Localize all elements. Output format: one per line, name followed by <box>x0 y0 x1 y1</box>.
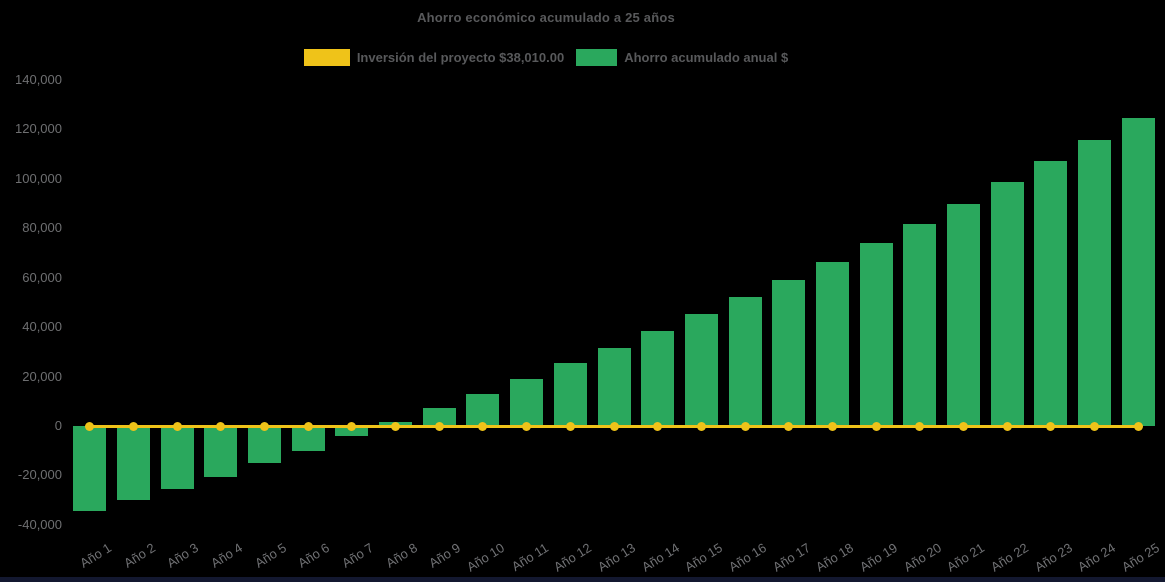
x-axis-label-ano-16: Año 16 <box>726 540 769 575</box>
bar-ano-17[interactable] <box>772 279 806 426</box>
bar-ano-19[interactable] <box>859 243 893 426</box>
y-axis-tick-label: 120,000 <box>15 121 62 137</box>
x-axis-label-ano-18: Año 18 <box>813 540 857 575</box>
x-axis-label-ano-8: Año 8 <box>382 540 420 571</box>
y-axis-tick-label: -40,000 <box>17 516 62 532</box>
bar-ano-23[interactable] <box>1034 161 1068 426</box>
bar-ano-11[interactable] <box>510 378 544 426</box>
bar-ano-9[interactable] <box>422 408 456 426</box>
x-axis-label-ano-6: Año 6 <box>295 540 333 571</box>
investment-point-ano-21[interactable] <box>958 421 968 431</box>
x-axis-label-ano-3: Año 3 <box>164 540 202 571</box>
investment-point-ano-5[interactable] <box>260 421 270 431</box>
bar-ano-16[interactable] <box>728 297 762 426</box>
bar-ano-1[interactable] <box>73 426 107 512</box>
bar-ano-14[interactable] <box>641 331 675 426</box>
bar-ano-3[interactable] <box>160 426 194 489</box>
x-axis-label-ano-1: Año 1 <box>77 540 114 571</box>
investment-point-ano-7[interactable] <box>347 421 357 431</box>
investment-point-ano-9[interactable] <box>434 421 444 431</box>
x-axis-label-ano-24: Año 24 <box>1075 540 1119 575</box>
investment-point-ano-19[interactable] <box>871 421 881 431</box>
investment-point-ano-11[interactable] <box>522 421 532 431</box>
investment-point-ano-4[interactable] <box>216 421 226 431</box>
investment-point-ano-23[interactable] <box>1046 421 1056 431</box>
investment-point-ano-14[interactable] <box>653 421 663 431</box>
bar-ano-12[interactable] <box>553 363 587 426</box>
y-axis-tick-label: 80,000 <box>22 220 62 236</box>
chart-legend: Inversión del proyecto $38,010.00 Ahorro… <box>0 49 1092 66</box>
legend-swatch-investment-icon <box>303 49 350 66</box>
investment-point-ano-18[interactable] <box>827 421 837 431</box>
x-axis-label-ano-14: Año 14 <box>638 540 682 575</box>
investment-point-ano-25[interactable] <box>1133 421 1143 431</box>
x-axis-label-ano-10: Año 10 <box>464 540 507 575</box>
investment-point-ano-17[interactable] <box>784 421 794 431</box>
y-axis-tick-label: 60,000 <box>22 269 62 285</box>
x-axis-label-ano-11: Año 11 <box>508 540 551 575</box>
investment-point-ano-24[interactable] <box>1089 421 1099 431</box>
x-axis-label-ano-23: Año 23 <box>1031 540 1075 575</box>
bar-ano-21[interactable] <box>946 204 980 426</box>
bar-ano-2[interactable] <box>117 426 151 501</box>
x-axis-label-ano-25: Año 25 <box>1119 540 1163 575</box>
legend-item-savings[interactable]: Ahorro acumulado anual $ <box>576 49 788 66</box>
y-axis-tick-label: 100,000 <box>15 170 62 186</box>
x-axis-label-ano-13: Año 13 <box>595 540 638 575</box>
bar-ano-4[interactable] <box>204 426 238 477</box>
legend-swatch-savings-icon <box>576 49 618 66</box>
x-axis-label-ano-22: Año 22 <box>988 540 1032 575</box>
x-axis-label-ano-17: Año 17 <box>769 540 813 575</box>
bar-ano-22[interactable] <box>990 182 1024 426</box>
x-axis-label-ano-20: Año 20 <box>900 540 944 575</box>
x-axis-label-ano-4: Año 4 <box>208 540 245 571</box>
investment-point-ano-12[interactable] <box>565 421 575 431</box>
bar-ano-15[interactable] <box>684 314 718 426</box>
bar-ano-25[interactable] <box>1121 117 1155 426</box>
bar-ano-7[interactable] <box>335 426 369 436</box>
y-axis-tick-label: 0 <box>54 418 62 433</box>
legend-item-investment[interactable]: Inversión del proyecto $38,010.00 <box>303 49 565 66</box>
x-axis-label-ano-9: Año 9 <box>426 540 464 571</box>
bar-ano-18[interactable] <box>815 261 849 426</box>
investment-point-ano-3[interactable] <box>172 421 182 431</box>
investment-point-ano-2[interactable] <box>129 421 139 431</box>
investment-point-ano-22[interactable] <box>1002 421 1012 431</box>
y-axis-tick-label: -20,000 <box>17 467 62 483</box>
investment-point-ano-6[interactable] <box>303 421 313 431</box>
y-axis-tick-label: 40,000 <box>22 319 62 335</box>
x-axis-label-ano-2: Año 2 <box>120 540 158 571</box>
x-axis-label-ano-12: Año 12 <box>551 540 595 575</box>
bar-ano-10[interactable] <box>466 394 500 426</box>
y-axis-tick-label: 20,000 <box>22 368 62 384</box>
investment-point-ano-13[interactable] <box>609 421 619 431</box>
bar-ano-24[interactable] <box>1077 139 1111 426</box>
legend-label-investment: Inversión del proyecto $38,010.00 <box>356 50 565 65</box>
chart-title: Ahorro económico acumulado a 25 años <box>417 10 675 25</box>
investment-point-ano-8[interactable] <box>391 421 401 431</box>
bar-ano-13[interactable] <box>597 348 631 426</box>
bar-ano-5[interactable] <box>248 426 282 464</box>
x-axis-label-ano-7: Año 7 <box>339 540 376 571</box>
x-axis-label-ano-19: Año 19 <box>857 540 901 575</box>
x-axis-label-ano-15: Año 15 <box>682 540 726 575</box>
x-axis-label-ano-21: Año 21 <box>944 540 988 575</box>
investment-point-ano-15[interactable] <box>696 421 706 431</box>
investment-point-ano-1[interactable] <box>85 421 95 431</box>
investment-point-ano-20[interactable] <box>915 421 925 431</box>
investment-point-ano-10[interactable] <box>478 421 488 431</box>
legend-label-savings: Ahorro acumulado anual $ <box>624 50 789 65</box>
bottom-strip <box>0 577 1165 582</box>
bar-ano-20[interactable] <box>903 223 937 426</box>
x-axis-label-ano-5: Año 5 <box>251 540 289 571</box>
investment-point-ano-16[interactable] <box>740 421 750 431</box>
y-axis-tick-label: 140,000 <box>15 72 62 87</box>
